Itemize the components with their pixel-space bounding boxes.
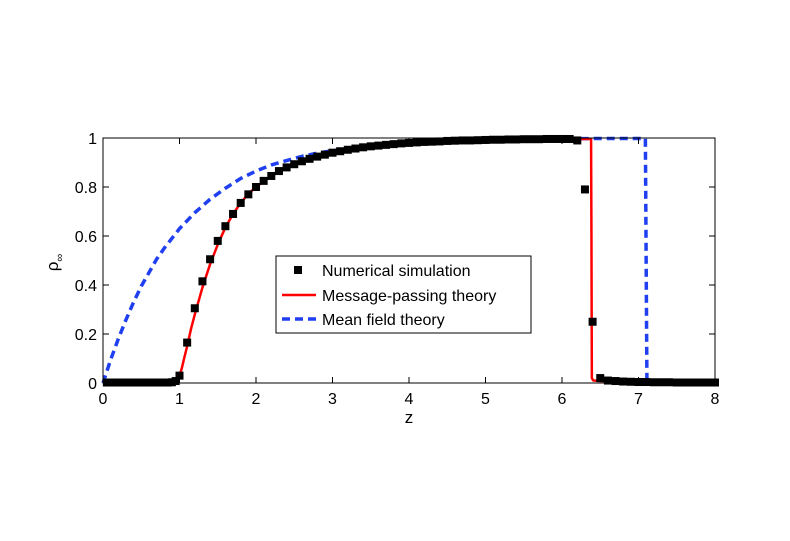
- data-point-numerical-simulation: [252, 183, 260, 191]
- data-point-numerical-simulation: [236, 198, 245, 207]
- x-tick-label: 3: [328, 391, 337, 408]
- y-tick-label: 0.8: [75, 180, 97, 197]
- ticks-layer: [102, 137, 716, 384]
- data-point-numerical-simulation: [382, 140, 391, 149]
- data-point-numerical-simulation: [397, 139, 406, 148]
- data-point-numerical-simulation: [290, 160, 299, 169]
- y-tick-label: 0.4: [75, 278, 97, 295]
- x-tick-label: 7: [634, 391, 643, 408]
- y-tick-label: 1: [88, 131, 97, 148]
- data-point-numerical-simulation: [171, 377, 180, 386]
- legend-marker-numerical-simulation: [294, 266, 302, 274]
- data-point-numerical-simulation: [535, 135, 544, 144]
- data-point-numerical-simulation: [175, 371, 184, 380]
- data-point-numerical-simulation: [527, 135, 536, 144]
- y-tick-label: 0.6: [75, 229, 97, 246]
- data-point-numerical-simulation: [496, 135, 505, 144]
- y-tick-label: 0.2: [75, 327, 97, 344]
- data-point-numerical-simulation: [374, 141, 383, 150]
- data-point-numerical-simulation: [229, 209, 238, 218]
- data-point-numerical-simulation: [221, 222, 230, 231]
- data-point-numerical-simulation: [366, 142, 375, 151]
- data-point-numerical-simulation: [550, 134, 559, 143]
- data-point-numerical-simulation: [649, 378, 658, 387]
- data-point-numerical-simulation: [427, 137, 436, 146]
- x-tick-label: 4: [405, 391, 414, 408]
- data-point-numerical-simulation: [244, 190, 253, 199]
- data-point-numerical-simulation: [642, 378, 651, 387]
- x-tick-label: 6: [558, 391, 567, 408]
- y-tick-label: 0: [88, 376, 97, 393]
- x-axis-label: z: [405, 408, 414, 427]
- data-point-numerical-simulation: [580, 185, 589, 194]
- data-point-numerical-simulation: [206, 255, 215, 264]
- data-point-numerical-simulation: [504, 135, 513, 144]
- data-point-numerical-simulation: [603, 376, 612, 385]
- data-point-numerical-simulation: [458, 136, 467, 145]
- data-point-numerical-simulation: [519, 135, 528, 144]
- y-axis-label: ρ∞: [43, 254, 66, 272]
- data-point-numerical-simulation: [619, 377, 628, 386]
- data-point-numerical-simulation: [665, 378, 674, 387]
- x-tick-label: 2: [252, 391, 261, 408]
- legend-box: [275, 255, 532, 334]
- x-tick-label: 8: [711, 391, 720, 408]
- legend-label-message-passing-theory: Message-passing theory: [322, 288, 496, 305]
- data-point-numerical-simulation: [213, 236, 222, 245]
- legend-label-mean-field-theory: Mean field theory: [322, 312, 445, 329]
- data-point-numerical-simulation: [351, 144, 360, 153]
- data-point-numerical-simulation: [259, 176, 268, 185]
- data-point-numerical-simulation: [343, 145, 352, 154]
- data-point-numerical-simulation: [297, 157, 306, 166]
- data-point-numerical-simulation: [359, 143, 368, 152]
- data-point-numerical-simulation: [588, 317, 597, 326]
- data-point-numerical-simulation: [274, 167, 283, 176]
- x-tick-label: 1: [175, 391, 184, 408]
- data-point-numerical-simulation: [565, 134, 574, 143]
- data-point-numerical-simulation: [573, 136, 582, 145]
- data-point-numerical-simulation: [450, 136, 459, 145]
- data-point-numerical-simulation: [420, 137, 429, 146]
- legend-label-numerical-simulation: Numerical simulation: [322, 263, 471, 280]
- data-point-numerical-simulation: [183, 338, 192, 347]
- data-point-numerical-simulation: [466, 136, 475, 145]
- x-tick-label: 0: [99, 391, 108, 408]
- data-point-numerical-simulation: [313, 152, 322, 161]
- data-point-numerical-simulation: [198, 277, 207, 286]
- y-axis-label-subscript: ∞: [54, 254, 66, 262]
- data-point-numerical-simulation: [657, 378, 666, 387]
- legend: Numerical simulation Message-passing the…: [275, 255, 532, 334]
- data-point-numerical-simulation: [626, 377, 635, 386]
- data-point-numerical-simulation: [320, 150, 329, 159]
- data-point-numerical-simulation: [328, 148, 337, 157]
- data-point-numerical-simulation: [305, 154, 314, 163]
- data-point-numerical-simulation: [267, 171, 276, 180]
- data-point-numerical-simulation: [489, 135, 498, 144]
- data-point-numerical-simulation: [542, 134, 551, 143]
- data-point-numerical-simulation: [190, 304, 199, 313]
- data-point-numerical-simulation: [412, 138, 421, 147]
- data-point-numerical-simulation: [435, 137, 444, 146]
- x-tick-label: 5: [481, 391, 490, 408]
- data-point-numerical-simulation: [512, 135, 521, 144]
- tick-labels-layer: 0 1 2 3 4 5 6 7 8 0 0.2 0.4 0.6 0.8 1: [75, 131, 720, 408]
- data-point-numerical-simulation: [596, 374, 605, 383]
- data-point-numerical-simulation: [443, 136, 452, 145]
- data-point-numerical-simulation: [282, 163, 291, 172]
- data-point-numerical-simulation: [336, 147, 345, 156]
- data-point-numerical-simulation: [473, 136, 482, 145]
- data-point-numerical-simulation: [389, 140, 398, 149]
- data-point-numerical-simulation: [611, 377, 620, 386]
- y-axis-label-main: ρ: [43, 262, 62, 272]
